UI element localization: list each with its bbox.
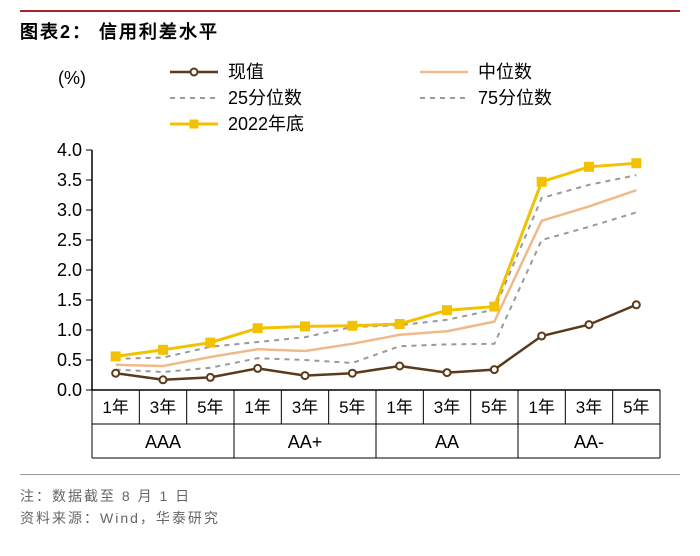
series-marker <box>301 322 310 331</box>
legend-marker <box>191 69 198 76</box>
footer-note: 注：数据截至 8 月 1 日 <box>20 485 680 507</box>
x-tick-label: 3年 <box>576 398 602 417</box>
series-marker <box>491 366 498 373</box>
series-marker <box>159 345 168 354</box>
series-marker <box>444 369 451 376</box>
series-marker <box>490 302 499 311</box>
series-marker <box>396 363 403 370</box>
figure-title-bar: 图表2： 信用利差水平 <box>20 10 680 50</box>
series-marker <box>254 365 261 372</box>
series-line <box>116 212 637 372</box>
series-marker <box>585 162 594 171</box>
x-tick-label: 1年 <box>386 398 412 417</box>
y-tick-label: 3.5 <box>57 170 82 190</box>
legend-marker <box>190 120 199 129</box>
x-tick-label: 3年 <box>150 398 176 417</box>
figure-title: 信用利差水平 <box>99 22 219 42</box>
series-line <box>116 190 637 366</box>
series-marker <box>112 370 119 377</box>
series-marker <box>633 301 640 308</box>
y-axis-label: (%) <box>58 68 86 88</box>
x-tick-label: 1年 <box>528 398 554 417</box>
series-marker <box>538 333 545 340</box>
y-tick-label: 3.0 <box>57 200 82 220</box>
series-marker <box>302 372 309 379</box>
footer-source: 资料来源：Wind，华泰研究 <box>20 507 680 529</box>
figure-footer: 注：数据截至 8 月 1 日 资料来源：Wind，华泰研究 <box>20 474 680 530</box>
y-tick-label: 2.0 <box>57 260 82 280</box>
credit-spread-chart: (%) 0.0 0.5 1.0 1.5 2.0 2.5 3.0 3.5 4.0 1年 3年 5年 1年 3年… <box>20 50 680 470</box>
legend-label: 中位数 <box>478 62 532 82</box>
figure-container: 图表2： 信用利差水平 (%) 0.0 0.5 1.0 1.5 2.0 2.5 3.0 3.5 4… <box>0 0 700 556</box>
legend-label: 75分位数 <box>478 88 552 108</box>
y-tick-label: 0.0 <box>57 380 82 400</box>
series-marker <box>349 370 356 377</box>
x-group-label: AA+ <box>288 432 323 452</box>
series-marker <box>395 320 404 329</box>
x-group-label: AA <box>435 432 459 452</box>
series-marker <box>586 321 593 328</box>
figure-number: 图表2： <box>20 22 92 42</box>
x-group-label: AA- <box>574 432 604 452</box>
series-marker <box>207 374 214 381</box>
legend-label: 2022年底 <box>228 114 304 134</box>
series-line <box>116 305 637 380</box>
series-marker <box>443 306 452 315</box>
x-tick-label: 5年 <box>339 398 365 417</box>
x-tick-label: 5年 <box>481 398 507 417</box>
y-tick-label: 4.0 <box>57 140 82 160</box>
x-tick-label: 5年 <box>197 398 223 417</box>
x-tick-label: 3年 <box>292 398 318 417</box>
series-marker <box>632 159 641 168</box>
series-line <box>116 163 637 356</box>
y-tick-label: 2.5 <box>57 230 82 250</box>
y-tick-label: 0.5 <box>57 350 82 370</box>
legend-label: 现值 <box>228 62 264 82</box>
series-marker <box>253 324 262 333</box>
chart-area: (%) 0.0 0.5 1.0 1.5 2.0 2.5 3.0 3.5 4.0 1年 3年 5年 1年 3年… <box>20 50 680 470</box>
y-tick-label: 1.5 <box>57 290 82 310</box>
x-group-label: AAA <box>145 432 181 452</box>
y-tick-label: 1.0 <box>57 320 82 340</box>
series-marker <box>206 338 215 347</box>
x-tick-label: 3年 <box>434 398 460 417</box>
series-marker <box>160 376 167 383</box>
x-tick-label: 1年 <box>244 398 270 417</box>
series-marker <box>348 321 357 330</box>
series-marker <box>537 177 546 186</box>
series-marker <box>111 352 120 361</box>
x-tick-label: 1年 <box>102 398 128 417</box>
legend-label: 25分位数 <box>228 88 302 108</box>
x-tick-label: 5年 <box>623 398 649 417</box>
